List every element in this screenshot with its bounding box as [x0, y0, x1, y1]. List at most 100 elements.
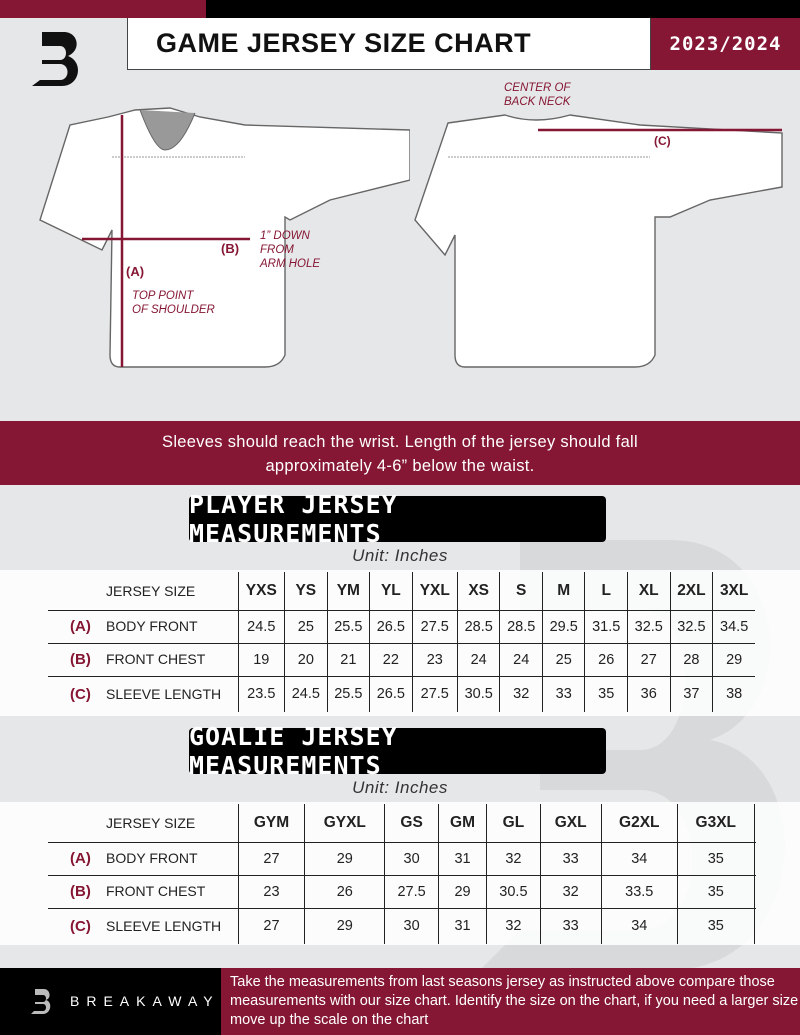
value-cell: 29	[712, 642, 755, 677]
value-cell: 37	[669, 675, 714, 712]
value-cell: 27.5	[411, 609, 458, 644]
value-cell: 29	[304, 841, 386, 876]
measurement-letter: (B)	[70, 883, 91, 900]
size-header-cell: GYM	[237, 804, 306, 843]
row-label-cell: (A) BODY FRONT	[48, 609, 239, 644]
size-header-cell: G2XL	[600, 804, 679, 843]
size-header-cell: G3XL	[677, 804, 755, 843]
value-cell: 28.5	[456, 609, 501, 644]
measurement-name: BODY FRONT	[106, 618, 198, 634]
value-cell: 31	[438, 907, 487, 944]
value-cell: 30.5	[485, 874, 541, 909]
value-cell: 24.5	[237, 609, 286, 644]
value-cell: 36	[626, 675, 671, 712]
row-label-cell: (B) FRONT CHEST	[48, 642, 239, 677]
value-cell: 27	[626, 642, 671, 677]
measurement-letter: (B)	[70, 651, 91, 668]
size-header-cell	[753, 804, 755, 843]
size-header-cell: GS	[384, 804, 440, 843]
measurement-name: FRONT CHEST	[106, 651, 206, 667]
size-header-cell: YM	[326, 572, 371, 611]
value-cell: 34.5	[712, 609, 755, 644]
value-cell: 32	[485, 841, 541, 876]
goalie-unit-label: Unit: Inches	[352, 778, 448, 797]
label-b-desc-line: FROM	[260, 244, 294, 256]
row-label-cell: (C) SLEEVE LENGTH	[48, 675, 239, 712]
value-cell: 23	[411, 642, 458, 677]
measurement-name: SLEEVE LENGTH	[106, 917, 222, 934]
value-cell	[753, 907, 755, 944]
size-header-cell: 2XL	[669, 572, 714, 611]
table-row: (B) FRONT CHEST 23 26 27.5 29 30.5 32 33.5 35	[48, 874, 755, 909]
value-cell	[753, 841, 755, 876]
measurement-name: FRONT CHEST	[106, 883, 206, 899]
value-cell: 35	[677, 907, 755, 944]
value-cell: 27	[237, 841, 306, 876]
value-cell: 23.5	[237, 675, 286, 712]
measurement-letter: (C)	[70, 685, 91, 703]
banner-line: approximately 4-6” below the waist.	[265, 457, 535, 475]
size-header-cell: GL	[485, 804, 541, 843]
measurement-letter: (C)	[70, 917, 91, 935]
value-cell: 35	[677, 874, 755, 909]
size-header-cell: GYXL	[304, 804, 386, 843]
label-a-desc-line: TOP POINT	[132, 290, 194, 302]
table-row: (A) BODY FRONT 27 29 30 31 32 33 34 35	[48, 841, 755, 876]
size-header-cell: YS	[284, 572, 328, 611]
footer-logo-icon	[31, 989, 51, 1014]
value-cell: 26.5	[369, 609, 413, 644]
size-header-cell: L	[584, 572, 628, 611]
value-cell: 22	[369, 642, 413, 677]
value-cell: 33	[539, 907, 602, 944]
value-cell: 19	[237, 642, 286, 677]
value-cell: 26	[304, 874, 386, 909]
value-cell: 31	[438, 841, 487, 876]
row-label-cell: (C) SLEEVE LENGTH	[48, 907, 239, 944]
value-cell: 21	[326, 642, 371, 677]
value-cell: 32	[485, 907, 541, 944]
label-b-description: 1” DOWN FROM ARM HOLE	[260, 229, 320, 271]
value-cell: 32.5	[626, 609, 671, 644]
label-b: (B)	[221, 241, 240, 256]
value-cell: 24	[499, 642, 543, 677]
value-cell: 34	[600, 907, 679, 944]
value-cell: 25.5	[326, 675, 371, 712]
value-cell: 30	[384, 841, 440, 876]
footer-brand-area	[0, 968, 221, 1035]
label-a: (A)	[126, 264, 145, 279]
instruction-banner: Sleeves should reach the wrist. Length o…	[0, 421, 800, 485]
center-label-line: BACK NECK	[504, 96, 571, 108]
footer-brand-name: BREAKAWAY	[70, 993, 220, 1009]
size-header-cell: M	[541, 572, 586, 611]
value-cell: 27.5	[411, 675, 458, 712]
row-label-cell: (B) FRONT CHEST	[48, 874, 239, 909]
goalie-size-table: JERSEY SIZE GYM GYXL GS GM GL GXL G2XL G3XL (A) BO…	[48, 804, 755, 944]
footer-instructions: Take the measurements from last seasons …	[221, 968, 800, 1035]
player-unit-label: Unit: Inches	[352, 546, 448, 565]
jersey-size-header: JERSEY SIZE	[48, 804, 239, 843]
value-cell: 30	[384, 907, 440, 944]
measurement-letter: (A)	[70, 850, 91, 867]
top-accent-bar	[0, 0, 206, 18]
label-c: (C)	[654, 134, 671, 148]
value-cell: 20	[284, 642, 328, 677]
value-cell: 29.5	[541, 609, 586, 644]
goalie-section-title: GOALIE JERSEY MEASUREMENTS	[189, 722, 606, 780]
size-header-cell: XL	[626, 572, 671, 611]
value-cell: 25	[541, 642, 586, 677]
season-label: 2023/2024	[651, 18, 800, 70]
page-title: GAME JERSEY SIZE CHART	[127, 18, 651, 70]
center-back-neck-label: CENTER OF BACK NECK	[504, 81, 570, 109]
label-b-desc-line: ARM HOLE	[260, 258, 321, 270]
value-cell: 32.5	[669, 609, 714, 644]
value-cell: 26	[584, 642, 628, 677]
table-row: (C) SLEEVE LENGTH 23.5 24.5 25.5 26.5 27.5 30.5…	[48, 675, 755, 712]
value-cell: 25	[284, 609, 328, 644]
table-header-row: JERSEY SIZE GYM GYXL GS GM GL GXL G2XL G3XL	[48, 804, 755, 843]
row-label-cell: (A) BODY FRONT	[48, 841, 239, 876]
table-row: (A) BODY FRONT 24.5 25 25.5 26.5 27.5 28.5 28.5 2…	[48, 609, 755, 644]
back-jersey-diagram	[414, 114, 783, 368]
value-cell: 27	[237, 907, 306, 944]
value-cell: 38	[712, 675, 755, 712]
value-cell: 35	[584, 675, 628, 712]
